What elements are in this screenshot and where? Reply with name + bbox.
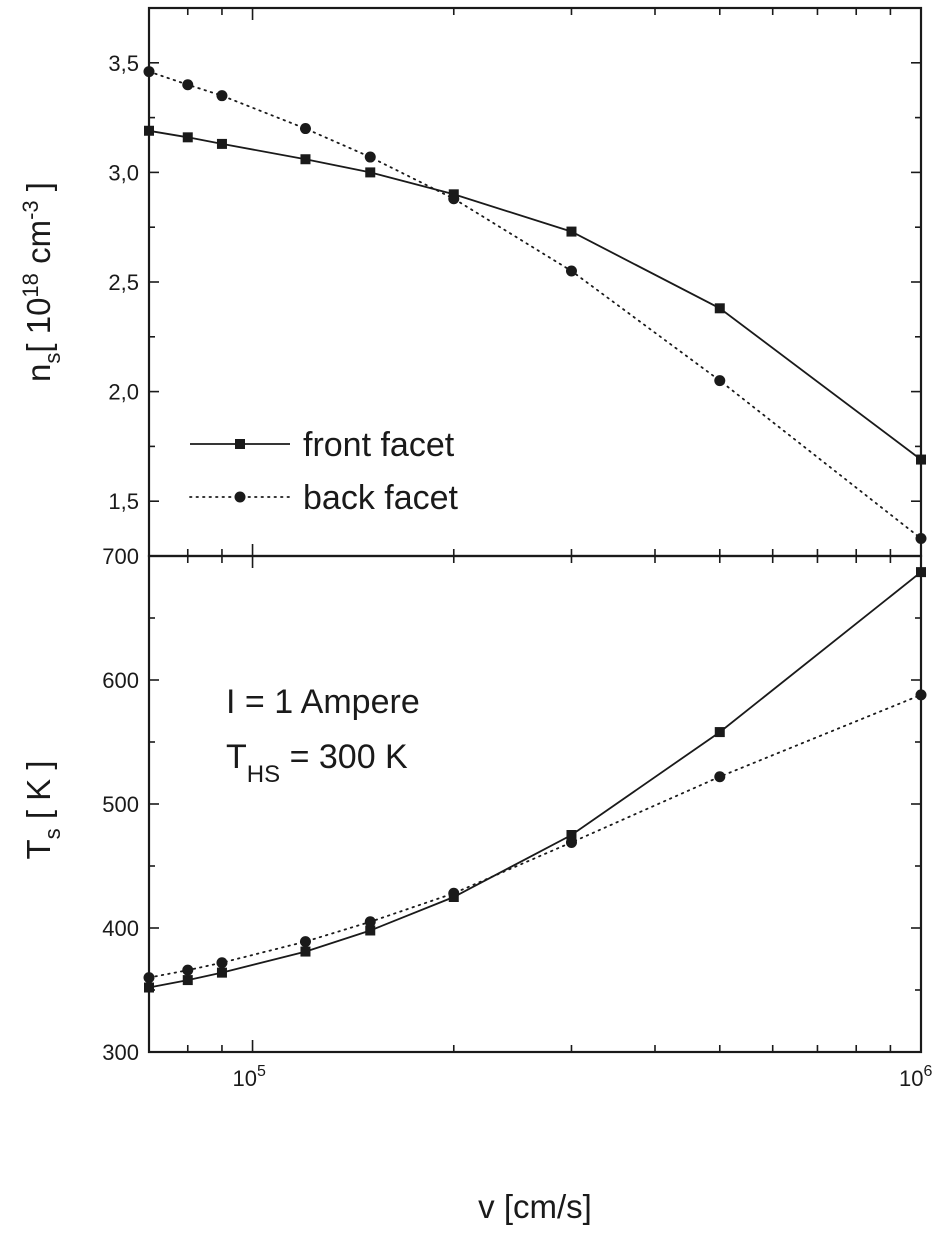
y-tick-label: 400 bbox=[102, 916, 139, 941]
annotation-current: I = 1 Ampere bbox=[226, 683, 420, 721]
x-tick-label: 105 bbox=[233, 1063, 266, 1091]
bottom-point-front-facet bbox=[566, 830, 577, 840]
top-point-front-facet bbox=[916, 454, 926, 465]
bottom-point-back-facet bbox=[182, 964, 194, 976]
legend-item-back-facet: back facet bbox=[189, 479, 459, 517]
x-tick-label-exponent: 6 bbox=[923, 1063, 932, 1080]
bottom-plot-frame bbox=[147, 554, 923, 1054]
top-ylabel-unit-close: ] bbox=[20, 182, 57, 200]
top-point-front-facet bbox=[144, 125, 154, 136]
bottom-ylabel-unit: [ K ] bbox=[20, 760, 57, 828]
bottom-xtick-labels: 105 106 bbox=[233, 1063, 933, 1091]
legend-item-front-facet: front facet bbox=[190, 426, 455, 464]
top-ylabel-subscript: s bbox=[40, 353, 65, 364]
legend-label-front-facet: front facet bbox=[303, 426, 455, 464]
top-point-front-facet bbox=[566, 226, 577, 237]
x-tick-label-base: 10 bbox=[899, 1066, 923, 1091]
top-point-back-facet bbox=[216, 90, 228, 102]
annotation-t-subscript: HS bbox=[247, 761, 280, 788]
annotation-heatsink-temp: THS = 300 K bbox=[226, 738, 408, 788]
top-point-back-facet bbox=[299, 123, 311, 135]
top-point-front-facet bbox=[714, 303, 725, 314]
top-ylabel-symbol: n bbox=[20, 364, 57, 382]
top-point-back-facet bbox=[143, 66, 155, 78]
bottom-point-front-facet bbox=[300, 946, 311, 957]
top-point-front-facet bbox=[300, 154, 311, 165]
x-tick-label-base: 10 bbox=[233, 1066, 257, 1091]
top-ylabel-unit-mid: cm bbox=[20, 220, 57, 273]
annotation-t-symbol: T bbox=[226, 738, 247, 776]
legend-marker-square bbox=[235, 439, 245, 449]
bottom-point-back-facet bbox=[448, 887, 460, 899]
legend-marker-circle bbox=[234, 491, 246, 503]
y-tick-label: 3,5 bbox=[108, 51, 139, 76]
top-point-back-facet bbox=[182, 79, 194, 91]
y-tick-label: 300 bbox=[102, 1040, 139, 1065]
x-tick-label-exponent: 5 bbox=[257, 1063, 266, 1080]
bottom-ylabel-symbol: T bbox=[20, 839, 57, 859]
top-point-back-facet bbox=[448, 193, 460, 205]
top-series bbox=[143, 66, 927, 544]
y-tick-label: 2,0 bbox=[108, 380, 139, 405]
x-tick-label: 106 bbox=[899, 1063, 932, 1091]
top-point-front-facet bbox=[182, 132, 193, 143]
annotation-t-value: = 300 K bbox=[280, 738, 408, 776]
bottom-axis-ticks bbox=[148, 555, 922, 1053]
bottom-point-front-facet bbox=[714, 727, 725, 738]
bottom-line-back-facet bbox=[148, 694, 922, 979]
bottom-point-back-facet bbox=[299, 936, 311, 948]
top-point-back-facet bbox=[915, 532, 927, 544]
top-ylabel-exponent: 18 bbox=[18, 273, 43, 297]
bottom-point-back-facet bbox=[915, 689, 927, 701]
legend-label-back-facet: back facet bbox=[303, 479, 459, 517]
top-line-front-facet bbox=[148, 129, 922, 461]
top-axis-ticks bbox=[148, 7, 922, 557]
y-tick-label: 600 bbox=[102, 668, 139, 693]
y-tick-label: 2,5 bbox=[108, 270, 139, 295]
bottom-point-front-facet bbox=[916, 567, 926, 578]
top-point-front-facet bbox=[216, 138, 227, 149]
bottom-point-front-facet bbox=[365, 925, 376, 936]
legend: front facet back facet bbox=[189, 426, 459, 517]
bottom-point-front-facet bbox=[216, 967, 227, 978]
y-tick-label: 1,5 bbox=[108, 489, 139, 514]
bottom-point-back-facet bbox=[714, 771, 726, 783]
bottom-point-front-facet bbox=[182, 975, 193, 986]
bottom-ylabel: Ts [ K ] bbox=[20, 760, 65, 859]
bottom-ylabel-subscript: s bbox=[40, 828, 65, 839]
bottom-ytick-labels: 300 400 500 600 700 bbox=[102, 544, 139, 1065]
bottom-point-back-facet bbox=[143, 972, 155, 984]
top-point-back-facet bbox=[565, 265, 577, 277]
top-ylabel: ns[ 1018 cm-3 ] bbox=[18, 182, 65, 382]
top-ytick-labels: 1,5 2,0 2,5 3,0 3,5 bbox=[108, 51, 139, 514]
bottom-point-back-facet bbox=[565, 836, 577, 848]
top-line-back-facet bbox=[148, 70, 922, 540]
bottom-point-back-facet bbox=[364, 916, 376, 928]
top-plot-frame bbox=[147, 6, 923, 558]
top-ylabel-exponent-2: -3 bbox=[18, 200, 43, 220]
y-tick-label: 3,0 bbox=[108, 160, 139, 185]
top-point-back-facet bbox=[364, 151, 376, 163]
top-point-front-facet bbox=[365, 167, 376, 178]
bottom-point-back-facet bbox=[216, 957, 228, 969]
y-tick-label: 500 bbox=[102, 792, 139, 817]
y-tick-label: 700 bbox=[102, 544, 139, 569]
bottom-series bbox=[143, 567, 927, 993]
top-point-back-facet bbox=[714, 375, 726, 387]
bottom-point-front-facet bbox=[144, 982, 154, 993]
top-ylabel-unit-open: [ 10 bbox=[20, 298, 57, 353]
top-panel: 1,5 2,0 2,5 3,0 3,5 ns[ 1018 cm-3 ] front fa… bbox=[18, 6, 927, 558]
x-axis-title: v [cm/s] bbox=[478, 1188, 592, 1225]
